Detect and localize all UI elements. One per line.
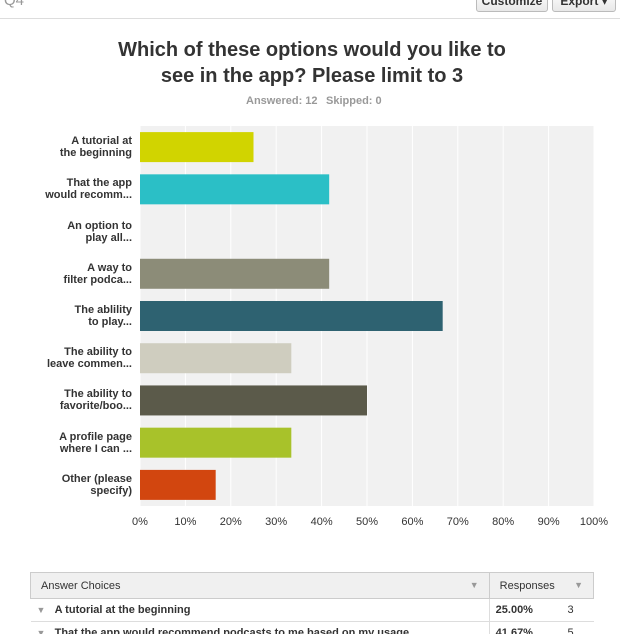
export-button[interactable]: Export ▾ <box>552 0 616 12</box>
sort-arrow[interactable]: ▼ <box>469 579 479 590</box>
x-tick-label: 100% <box>579 516 609 528</box>
choice: A tutorial at the beginning <box>54 604 191 616</box>
cell: 3 <box>561 598 594 622</box>
y-tick-label: A profile page where I can ... <box>59 430 132 455</box>
y-tick-label: An option to play all... <box>67 219 132 244</box>
y-tick-label: The ablility to play... <box>74 304 132 328</box>
divider <box>0 18 620 19</box>
chart <box>139 126 595 506</box>
answer-table: Answer Choices ▼ Responses ▼ ▼ A tutorial … <box>30 572 595 634</box>
question-number: Q4 <box>4 0 25 9</box>
bar <box>140 132 254 163</box>
x-tick-label: 0% <box>132 516 148 528</box>
x-tick-label: 60% <box>401 516 424 528</box>
y-tick-label: The ability to leave commen... <box>47 346 132 371</box>
header-cell: Answer Choices ▼ <box>30 572 490 599</box>
skipped: Skipped: 0 <box>326 95 382 107</box>
header-text: Answer Choices <box>41 579 121 592</box>
x-tick-label: 10% <box>174 516 197 528</box>
cell: 25.00% <box>488 598 562 622</box>
cell: ▼ That the app would recommend podcasts … <box>30 621 490 634</box>
bar <box>140 258 330 289</box>
table-row: ▼ A tutorial at the beginning 25.00% 3 <box>30 598 594 622</box>
bar <box>140 469 216 500</box>
cell: 41.67% <box>488 621 562 634</box>
sort-arrow[interactable]: ▼ <box>574 579 583 590</box>
x-tick-label: 20% <box>219 516 242 528</box>
y-tick-label: The ability to favorite/boo... <box>59 388 132 413</box>
y-tick-label: A way to filter podca... <box>63 261 132 286</box>
y-tick-label: That the app would recomm... <box>45 177 132 202</box>
bar <box>140 427 292 458</box>
expand-arrow[interactable]: ▼ <box>36 628 46 634</box>
bar <box>140 301 443 331</box>
x-tick-label: 90% <box>537 516 560 528</box>
bar <box>140 385 367 416</box>
chart-title: Which of these options would you like to… <box>118 39 506 87</box>
customize-button[interactable]: Customize <box>476 0 548 12</box>
bar <box>140 343 292 374</box>
table-header: Answer Choices ▼ Responses ▼ <box>30 572 595 599</box>
bar <box>140 174 330 205</box>
x-tick-label: 80% <box>492 516 515 528</box>
answered: Answered: 12 <box>246 95 318 107</box>
header-cell: Responses ▼ <box>488 572 595 599</box>
table-row: ▼ That the app would recommend podcasts … <box>30 621 594 634</box>
x-tick-label: 30% <box>265 516 288 528</box>
cell: 5 <box>561 621 594 634</box>
x-tick-label: 50% <box>355 516 379 528</box>
y-tick-label: A tutorial at the beginning <box>59 135 132 160</box>
expand-arrow[interactable]: ▼ <box>36 605 46 615</box>
x-tick-label: 40% <box>310 516 333 528</box>
choice: That the app would recommend podcasts to… <box>54 627 410 634</box>
header-text: Responses <box>499 579 555 592</box>
x-tick-label: 70% <box>446 516 469 528</box>
cell: ▼ A tutorial at the beginning <box>30 598 490 622</box>
y-tick-label: Other (please specify) <box>61 472 132 497</box>
